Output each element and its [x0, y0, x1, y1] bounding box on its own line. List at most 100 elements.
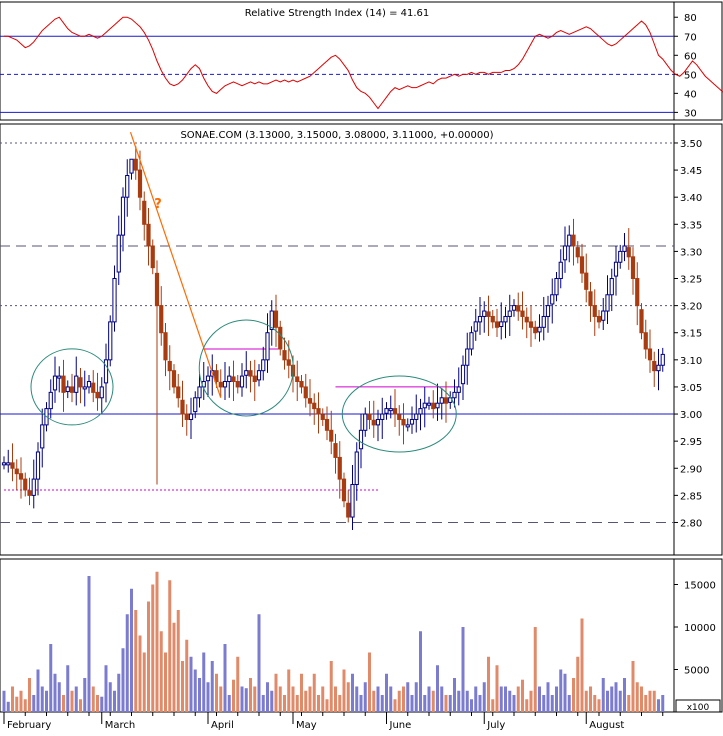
candle-body — [584, 272, 589, 290]
candle-body — [452, 391, 457, 399]
candle-body — [18, 473, 24, 480]
volume-bar — [559, 669, 563, 712]
volume-bar — [113, 690, 116, 712]
rsi-line — [4, 16, 723, 110]
volume-bar — [389, 686, 393, 712]
volume-bar — [36, 669, 40, 712]
candle-body — [303, 386, 308, 399]
candle-body — [592, 305, 597, 317]
candle-body — [227, 375, 232, 383]
volume-bar — [100, 696, 104, 712]
candle-body — [367, 413, 372, 420]
volume-bar — [597, 699, 601, 712]
candle-body — [137, 169, 143, 198]
rsi-title: Relative Strength Index (14) = 41.61 — [245, 8, 430, 19]
volume-bar — [287, 669, 291, 712]
x-axis: February March April May June July August — [3, 712, 664, 731]
candle-body — [405, 424, 410, 428]
candles — [1, 146, 665, 531]
candle-body — [184, 413, 189, 420]
candle-body — [380, 413, 385, 420]
price-tick-label: 2.95 — [680, 437, 702, 448]
volume-bar — [206, 682, 210, 712]
candle-body — [414, 413, 419, 420]
volume-bar — [448, 695, 452, 712]
volume-bar — [359, 695, 363, 712]
candle-body — [40, 424, 45, 449]
price-tick-label: 3.50 — [680, 139, 702, 150]
right-axis-rsi — [673, 1, 723, 121]
volume-bar — [253, 686, 257, 712]
candle-body — [333, 443, 338, 458]
candle-body — [235, 381, 240, 388]
volume-unit-label: x100 — [687, 703, 710, 713]
candle-body — [61, 375, 66, 393]
volume-bar — [457, 690, 461, 712]
candle-body — [167, 360, 172, 372]
candle-body — [337, 456, 342, 480]
volume-bar — [440, 686, 444, 712]
candle-body — [601, 310, 606, 321]
volume-bar — [410, 695, 414, 712]
price-tick-label: 2.90 — [680, 464, 702, 475]
volume-bar — [338, 695, 342, 712]
candle-body — [524, 316, 529, 323]
volume-bar — [244, 688, 248, 712]
month-label: February — [7, 720, 51, 731]
candle-body — [112, 278, 117, 323]
volume-tick-label: 15000 — [684, 581, 716, 592]
candle-body — [159, 305, 164, 334]
candle-body — [537, 326, 542, 333]
volume-bar — [325, 699, 329, 712]
price-tick-label: 3.10 — [680, 356, 702, 367]
volume-bar — [74, 686, 78, 712]
candle-body — [409, 418, 415, 425]
volume-bar — [151, 584, 155, 712]
month-label: June — [389, 720, 412, 731]
volume-bar — [159, 631, 163, 712]
volume-bar — [648, 690, 652, 712]
rsi-tick-label: 70 — [684, 32, 697, 43]
volume-bar — [219, 686, 223, 712]
candle-body — [503, 315, 508, 323]
volume-bars — [2, 571, 665, 712]
volume-bar — [487, 656, 490, 712]
volume-bar — [87, 576, 91, 712]
candle-body — [486, 311, 491, 317]
candle-body — [295, 376, 300, 383]
volume-bar — [134, 610, 138, 712]
month-label: April — [211, 720, 234, 731]
candle-body — [265, 332, 270, 361]
candle-body — [643, 332, 648, 350]
candle-body — [316, 408, 321, 415]
volume-bar — [172, 622, 176, 712]
volume-bar — [96, 695, 99, 712]
volume-bar — [491, 699, 495, 712]
volume-bar — [589, 686, 592, 712]
volume-bar — [125, 614, 129, 712]
price-tick-label: 3.20 — [680, 302, 702, 313]
volume-bar — [2, 690, 6, 712]
candle-body — [371, 419, 376, 426]
volume-bar — [623, 678, 626, 712]
candle-body — [269, 310, 274, 330]
candle-body — [197, 386, 202, 399]
volume-bar — [576, 656, 580, 712]
candle-body — [613, 261, 619, 277]
candle-body — [384, 408, 389, 414]
volume-bar — [257, 614, 261, 712]
candle-body — [74, 375, 79, 393]
volume-tick-label: 5000 — [684, 666, 709, 677]
candle-body — [10, 462, 15, 469]
volume-bar — [495, 665, 499, 712]
volume-bar — [227, 695, 231, 712]
candle-body — [350, 484, 355, 518]
candle-body — [218, 381, 223, 388]
right-axis-volume — [673, 558, 723, 713]
volume-bar — [465, 690, 469, 712]
volume-bar — [584, 690, 588, 712]
candle-body — [431, 402, 436, 410]
candle-body — [23, 478, 28, 491]
rsi-tick-label: 50 — [684, 70, 697, 81]
